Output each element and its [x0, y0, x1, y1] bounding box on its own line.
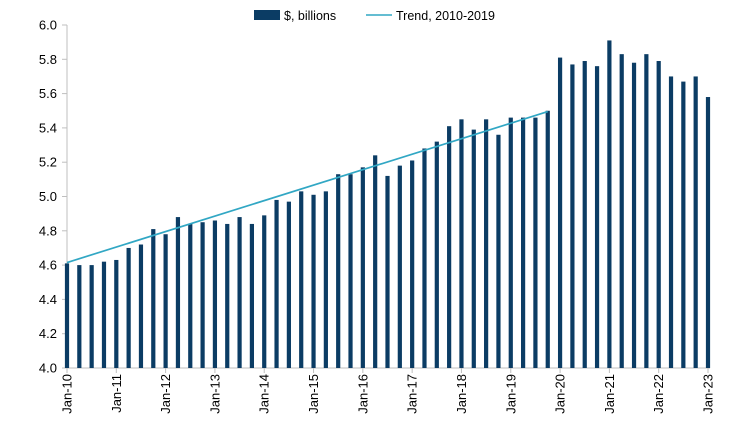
legend: $, billions Trend, 2010-2019 — [254, 9, 495, 23]
bar — [410, 160, 415, 368]
x-axis: Jan-10 Jan-11 Jan-12 Jan-13 Jan-14 Jan-15 Jan-… — [60, 367, 716, 414]
bar — [336, 174, 341, 368]
y-tick-label: 5.4 — [39, 120, 57, 135]
x-tick-label: Jan-10 — [60, 374, 75, 414]
bar — [89, 265, 94, 368]
bar — [138, 244, 144, 368]
bar — [422, 148, 427, 368]
bar-series — [64, 40, 711, 369]
bar — [360, 167, 365, 368]
bar — [644, 54, 649, 368]
y-axis: 4.0 4.2 4.4 4.6 4.8 5.0 5.2 5.4 5.6 5.8 6.0 — [39, 18, 68, 376]
y-tick-label: 5.8 — [39, 52, 57, 67]
bar — [459, 119, 464, 368]
bar — [681, 81, 686, 368]
bar — [545, 110, 550, 368]
bar — [373, 155, 378, 368]
x-tick-label: Jan-20 — [553, 374, 568, 414]
bar — [101, 261, 107, 368]
bar — [582, 61, 587, 368]
x-tick-label: Jan-21 — [602, 374, 617, 414]
y-tick-label: 5.6 — [39, 86, 57, 101]
bar — [705, 97, 711, 368]
bar — [471, 129, 476, 368]
bar — [286, 201, 291, 368]
y-tick-label: 4.2 — [39, 326, 57, 341]
legend-swatch-bars — [254, 10, 280, 20]
y-tick-label: 5.2 — [39, 155, 57, 170]
bar — [126, 247, 131, 368]
bar — [668, 76, 674, 368]
bar — [631, 62, 637, 368]
x-tick-label: Jan-18 — [454, 374, 469, 414]
bar — [570, 64, 575, 368]
bar — [262, 215, 267, 368]
y-tick-label: 4.0 — [39, 361, 57, 376]
bar — [520, 117, 526, 368]
bar — [274, 199, 279, 368]
bar — [151, 229, 156, 368]
bar — [175, 217, 181, 368]
trend-line — [66, 110, 549, 264]
bar — [619, 54, 624, 368]
legend-label-trend: Trend, 2010-2019 — [396, 9, 495, 23]
bar — [299, 191, 304, 368]
bar — [607, 40, 612, 369]
bar — [557, 57, 563, 369]
bar — [385, 175, 390, 368]
x-tick-label: Jan-11 — [109, 374, 124, 413]
bar — [311, 194, 316, 368]
bar — [594, 66, 600, 368]
bar — [249, 223, 255, 368]
bar — [212, 220, 218, 368]
bar — [447, 126, 452, 368]
x-tick-label: Jan-15 — [306, 374, 321, 414]
bar — [114, 259, 119, 368]
bar — [77, 265, 82, 368]
bar — [397, 165, 402, 368]
y-tick-label: 5.0 — [39, 189, 57, 204]
bar — [188, 223, 193, 368]
bar — [64, 263, 70, 368]
bar — [323, 191, 328, 368]
x-tick-label: Jan-16 — [355, 374, 370, 414]
bar — [693, 76, 698, 368]
x-tick-label: Jan-19 — [503, 374, 518, 414]
bar — [200, 222, 205, 368]
x-tick-label: Jan-23 — [701, 374, 716, 414]
x-tick-label: Jan-17 — [405, 374, 420, 414]
bar — [225, 223, 230, 368]
x-tick-label: Jan-22 — [651, 374, 666, 414]
x-tick-label: Jan-12 — [158, 374, 173, 414]
bar — [237, 217, 242, 368]
bar — [348, 174, 353, 368]
y-tick-label: 4.8 — [39, 223, 57, 238]
legend-label-bars: $, billions — [284, 9, 336, 23]
y-tick-label: 6.0 — [39, 18, 57, 33]
bar — [533, 117, 538, 368]
x-tick-label: Jan-14 — [257, 374, 272, 414]
bar — [656, 61, 661, 368]
trend-series — [66, 110, 549, 264]
y-tick-label: 4.6 — [39, 258, 57, 273]
bar — [508, 117, 513, 368]
bar — [484, 119, 489, 368]
bar — [496, 134, 501, 368]
y-tick-label: 4.4 — [39, 292, 57, 307]
x-tick-label: Jan-13 — [207, 374, 222, 414]
bar — [163, 234, 168, 368]
bar — [434, 141, 439, 368]
